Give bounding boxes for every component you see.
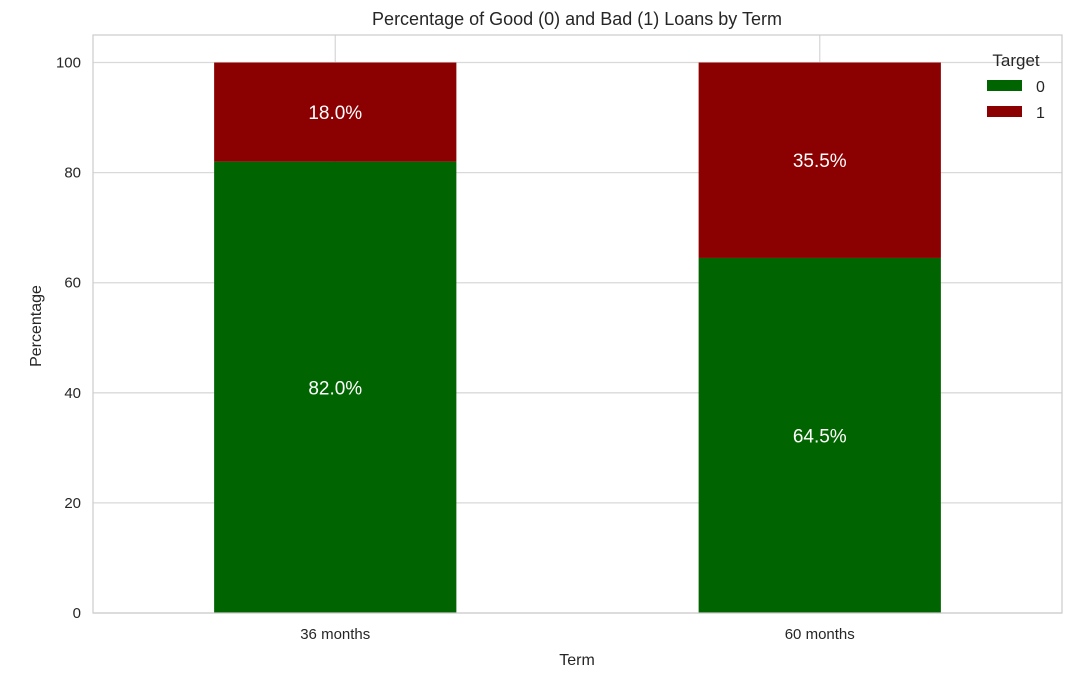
x-axis-label: Term — [559, 652, 595, 669]
bar-data-label: 82.0% — [308, 378, 362, 399]
y-axis-label: Percentage — [28, 285, 45, 367]
plot-frame — [92, 34, 1063, 614]
y-tick-label: 40 — [64, 385, 81, 402]
legend-items: 01 — [987, 79, 1045, 122]
bar-segment-series-0 — [698, 257, 941, 613]
axis-layer: 0 20 40 60 80 100 36 months 60 months — [56, 55, 855, 643]
legend-label: 0 — [1036, 79, 1045, 96]
legend-swatch-0 — [987, 80, 1022, 91]
legend-label: 1 — [1036, 105, 1045, 122]
bars-layer — [214, 62, 941, 613]
bar-segment-series-0 — [214, 161, 457, 613]
legend: Target 01 — [987, 51, 1045, 122]
x-tick-label: 60 months — [785, 626, 855, 643]
bar-segment-series-1 — [214, 62, 457, 162]
chart-title: Percentage of Good (0) and Bad (1) Loans… — [372, 9, 782, 29]
bar-data-label: 35.5% — [793, 151, 847, 172]
bar-labels-layer: 82.0% 18.0% 64.5% 35.5% — [308, 103, 846, 447]
bar-segment-series-1 — [698, 62, 941, 258]
bar-data-label: 18.0% — [308, 103, 362, 124]
bar-data-label: 64.5% — [793, 426, 847, 447]
x-tick-label: 36 months — [300, 626, 370, 643]
y-tick-label: 100 — [56, 55, 81, 72]
y-tick-label: 0 — [73, 605, 81, 622]
legend-title: Target — [992, 51, 1040, 70]
y-tick-label: 20 — [64, 495, 81, 512]
y-tick-label: 60 — [64, 275, 81, 292]
legend-swatch-1 — [987, 106, 1022, 117]
y-tick-label: 80 — [64, 165, 81, 182]
